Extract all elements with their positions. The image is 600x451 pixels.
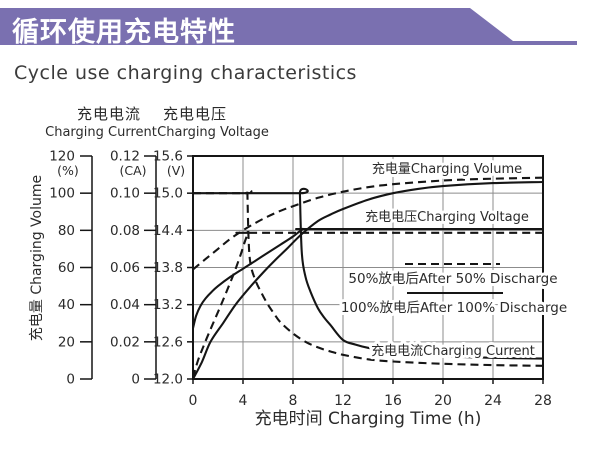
voltage-unit-label: (V) [167,163,185,178]
volume-tick-label: 120 [49,149,75,165]
series-charging-voltage-after-100-discharge [191,227,543,329]
curve-label-0: 充电量Charging Volume [372,161,522,177]
volume-tick-label: 40 [58,297,75,313]
legend-label-0: 50%放电后After 50% Discharge [348,271,557,287]
series-charging-current-after-50-discharge [192,188,544,367]
voltage-tick-label: 12.6 [153,334,183,350]
current-axis-title-en: Charging Current [45,125,157,140]
legend-label-1: 100%放电后After 100% Discharge [341,300,567,316]
x-axis-title: 充电时间 Charging Time (h) [255,409,482,429]
x-tick-label: 28 [534,393,552,409]
curve-label-2: 充电电流Charging Current [371,343,535,359]
voltage-tick-label: 15.6 [153,149,183,165]
series-charging-voltage-after-50-discharge [191,231,543,379]
x-tick-label: 16 [384,393,402,409]
x-tick-label: 12 [334,393,352,409]
volume-tick-label: 20 [58,334,75,350]
current-tick-label: 0.02 [110,334,140,350]
volume-axis-rotated-title: 充电量 Charging Volume [29,175,45,341]
current-tick-label: 0.04 [110,297,140,313]
volume-tick-label: 0 [66,372,75,388]
series-charging-volume-after-50-discharge [192,176,544,271]
voltage-tick-label: 15.0 [153,186,183,202]
voltage-axis-title-cn: 充电电压 [163,105,227,123]
voltage-tick-label: 13.8 [153,260,183,276]
volume-tick-label: 100 [49,186,75,202]
x-tick-label: 20 [434,393,452,409]
series-charging-current-after-100-discharge [192,187,544,360]
x-tick-label: 24 [484,393,502,409]
x-tick-label: 4 [239,393,248,409]
voltage-axis-title-en: Charging Voltage [157,125,269,140]
volume-unit-label: (%) [57,163,79,178]
curve-label-1: 充电电压Charging Voltage [365,209,529,225]
voltage-tick-label: 13.2 [153,297,183,313]
current-unit-label: (CA) [119,163,146,178]
page-title: 循环使用充电特性 [12,17,236,48]
current-tick-label: 0 [131,372,140,388]
volume-tick-label: 60 [58,260,75,276]
voltage-tick-label: 14.4 [153,223,183,239]
voltage-tick-label: 12.0 [153,372,183,388]
current-tick-label: 0.12 [110,149,140,165]
x-tick-label: 0 [189,393,198,409]
x-tick-label: 8 [289,393,298,409]
current-tick-label: 0.10 [110,186,140,202]
volume-tick-label: 80 [58,223,75,239]
current-tick-label: 0.06 [110,260,140,276]
current-axis-title-cn: 充电电流 [77,105,141,123]
page-subtitle: Cycle use charging characteristics [14,62,357,84]
current-tick-label: 0.08 [110,223,140,239]
